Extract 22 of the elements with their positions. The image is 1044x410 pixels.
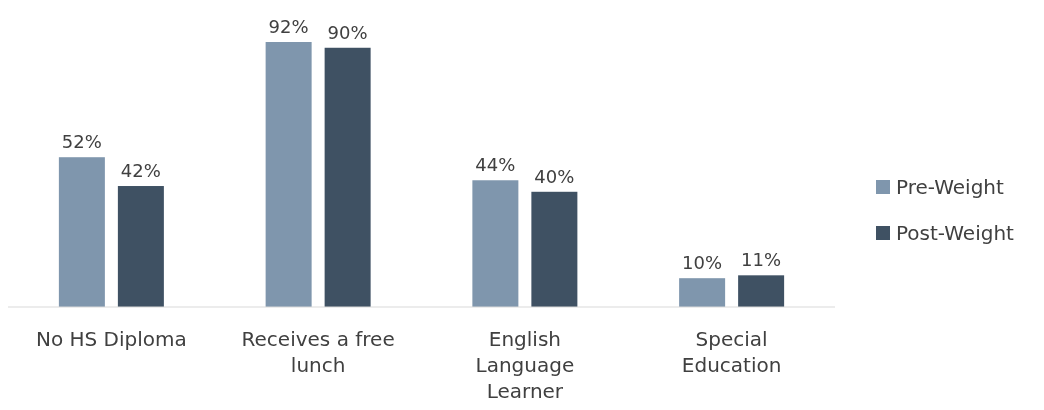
data-label: 42% xyxy=(120,160,161,182)
data-label: 92% xyxy=(268,16,309,37)
bar xyxy=(738,275,785,307)
data-label: 52% xyxy=(61,131,102,153)
data-label: 11% xyxy=(741,249,782,271)
bar xyxy=(472,180,519,307)
x-tick-label: No HS Diploma xyxy=(35,327,187,351)
x-tick-label: English Language Learner xyxy=(475,327,575,403)
bar xyxy=(531,191,578,307)
x-tick-label: Special Education xyxy=(681,327,782,377)
data-label: 44% xyxy=(475,154,516,176)
bar xyxy=(265,42,312,307)
bar xyxy=(324,47,371,307)
data-label: 10% xyxy=(682,252,723,274)
data-label: 40% xyxy=(534,165,575,187)
legend-label: Pre-Weight xyxy=(896,175,1005,199)
bar xyxy=(58,157,105,307)
legend-label: Post-Weight xyxy=(896,221,1015,245)
data-label: 90% xyxy=(327,21,368,43)
bar xyxy=(679,278,726,307)
bar xyxy=(117,186,164,307)
x-tick-label: Receives a free lunch xyxy=(241,327,395,377)
